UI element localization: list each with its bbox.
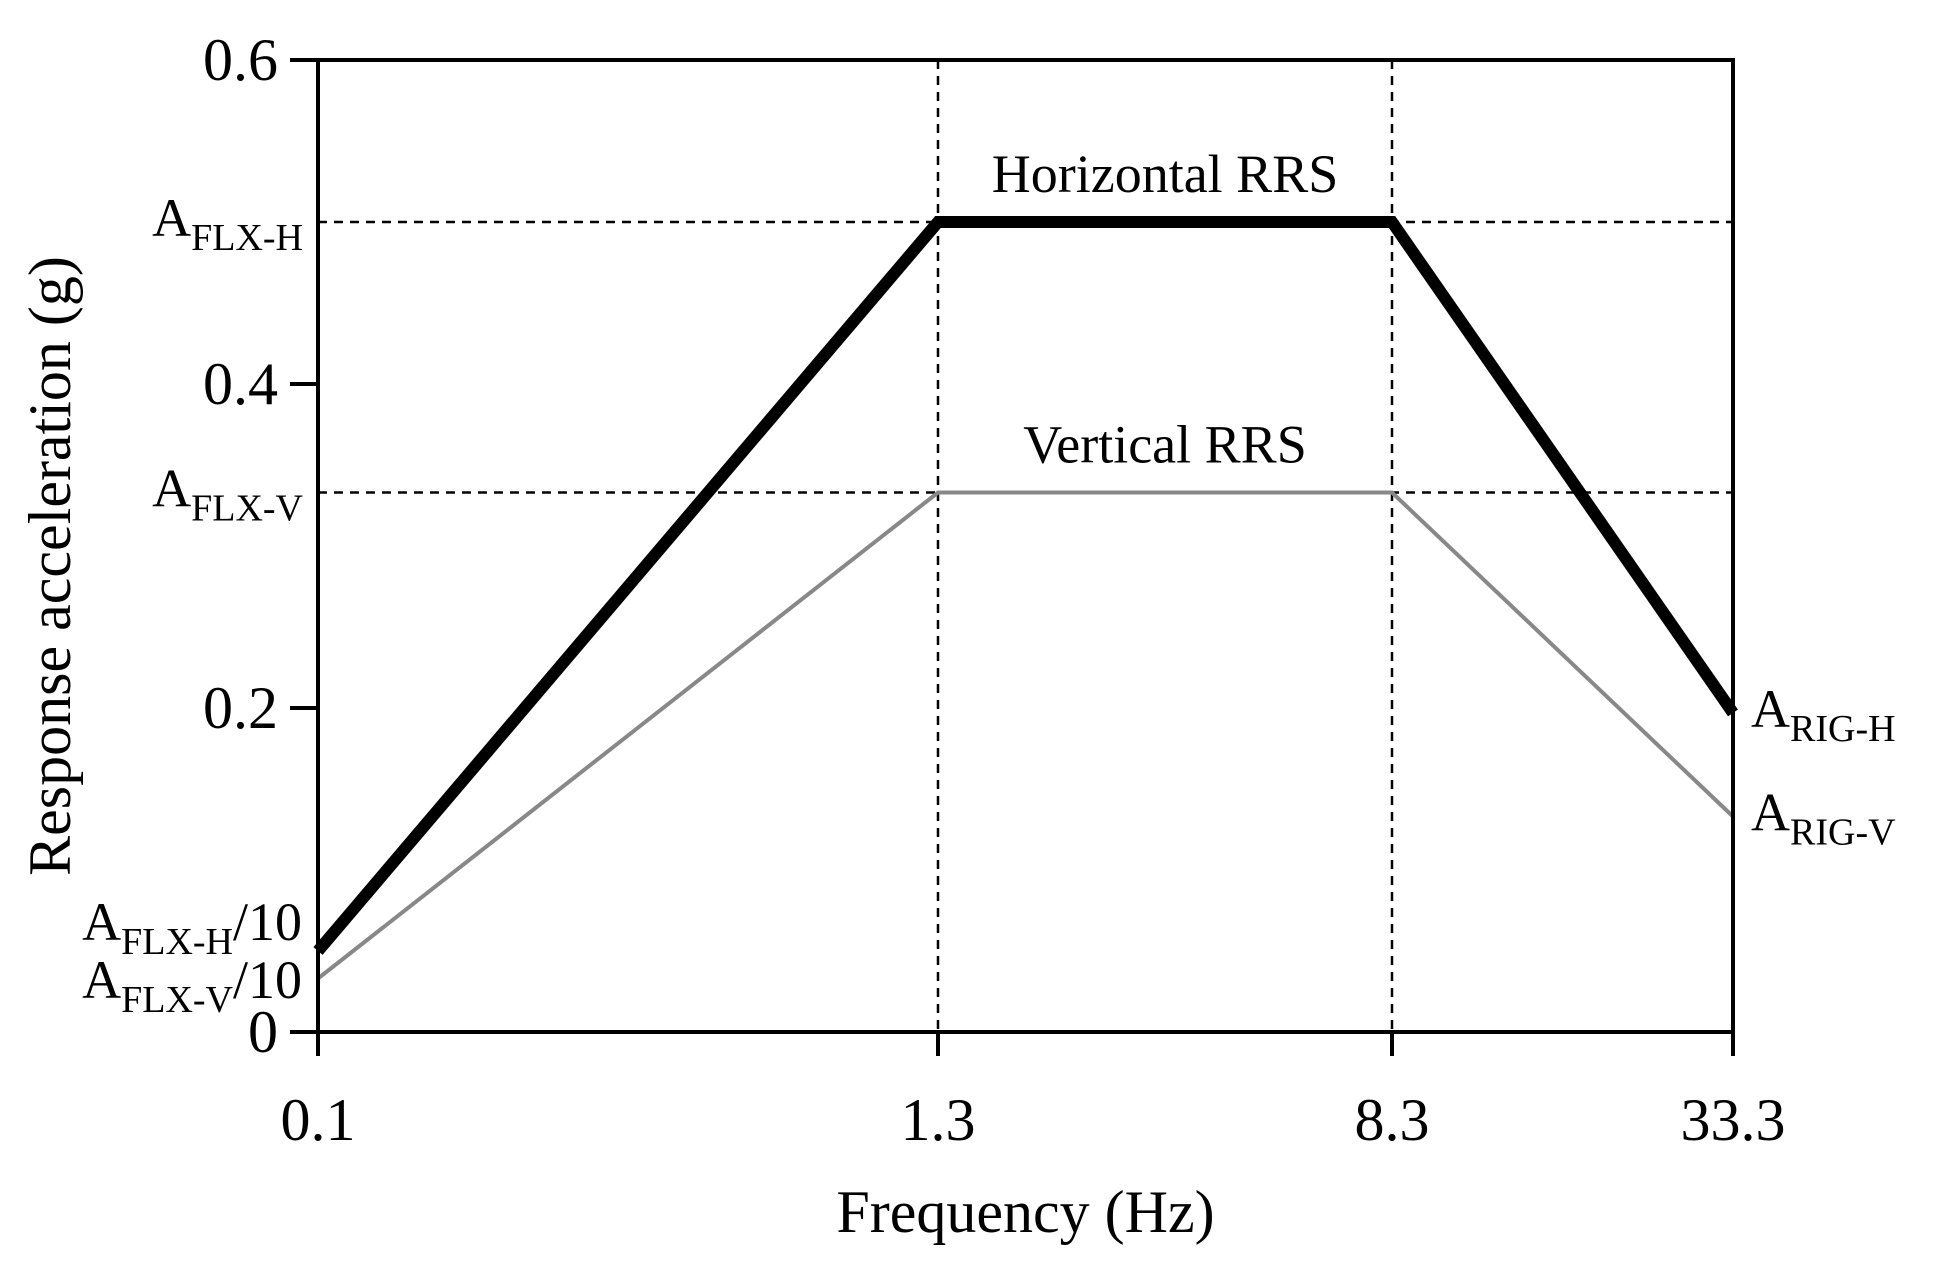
annotation-main: A <box>152 459 191 519</box>
x-tick-label-0: 0.1 <box>281 1087 356 1153</box>
y-tick-label-3: 0.6 <box>203 27 278 93</box>
annotation-suffix: /10 <box>233 950 302 1010</box>
series-lines <box>313 216 1738 981</box>
series-label-0: Horizontal RRS <box>992 144 1339 204</box>
annotation-2: AFLX-H/10 <box>82 892 302 963</box>
annotation-main: A <box>152 188 191 248</box>
series-line-0 <box>313 216 1738 955</box>
annotation-main: A <box>82 950 121 1010</box>
x-axis-title: Frequency (Hz) <box>836 1179 1214 1245</box>
y-tick-label-1: 0.2 <box>203 675 278 741</box>
y-tick-label-0: 0 <box>248 999 278 1065</box>
annotation-4: ARIG-H <box>1751 679 1896 750</box>
annotation-5: ARIG-V <box>1751 783 1896 854</box>
annotation-3: AFLX-V/10 <box>82 950 302 1021</box>
annotation-sub: RIG-V <box>1790 812 1896 854</box>
y-axis-title: Response acceleration (g) <box>17 256 83 876</box>
x-tick-label-1: 1.3 <box>901 1087 976 1153</box>
series-label-1: Vertical RRS <box>1023 415 1306 475</box>
y-tick-label-2: 0.4 <box>203 351 278 417</box>
labels: Horizontal RRS Vertical RRS 0 0.2 0.4 0.6 0.1 1… <box>17 27 1896 1245</box>
annotation-main: A <box>82 892 121 952</box>
axes <box>290 58 1735 1056</box>
annotation-0: AFLX-H <box>152 188 303 259</box>
annotation-sub: FLX-H <box>121 921 233 963</box>
x-tick-label-2: 8.3 <box>1355 1087 1430 1153</box>
annotation-sub: FLX-V <box>191 488 303 530</box>
x-tick-label-3: 33.3 <box>1681 1087 1786 1153</box>
series-line-1 <box>316 490 1735 981</box>
annotation-sub: FLX-V <box>121 979 233 1021</box>
annotation-main: A <box>1751 679 1790 739</box>
annotation-main: A <box>1751 783 1790 843</box>
annotation-sub: FLX-H <box>191 217 303 259</box>
reference-lines <box>318 60 1733 1032</box>
annotation-suffix: /10 <box>233 892 302 952</box>
annotation-sub: RIG-H <box>1790 708 1896 750</box>
annotation-1: AFLX-V <box>152 459 303 530</box>
plot-frame <box>316 58 1735 1034</box>
